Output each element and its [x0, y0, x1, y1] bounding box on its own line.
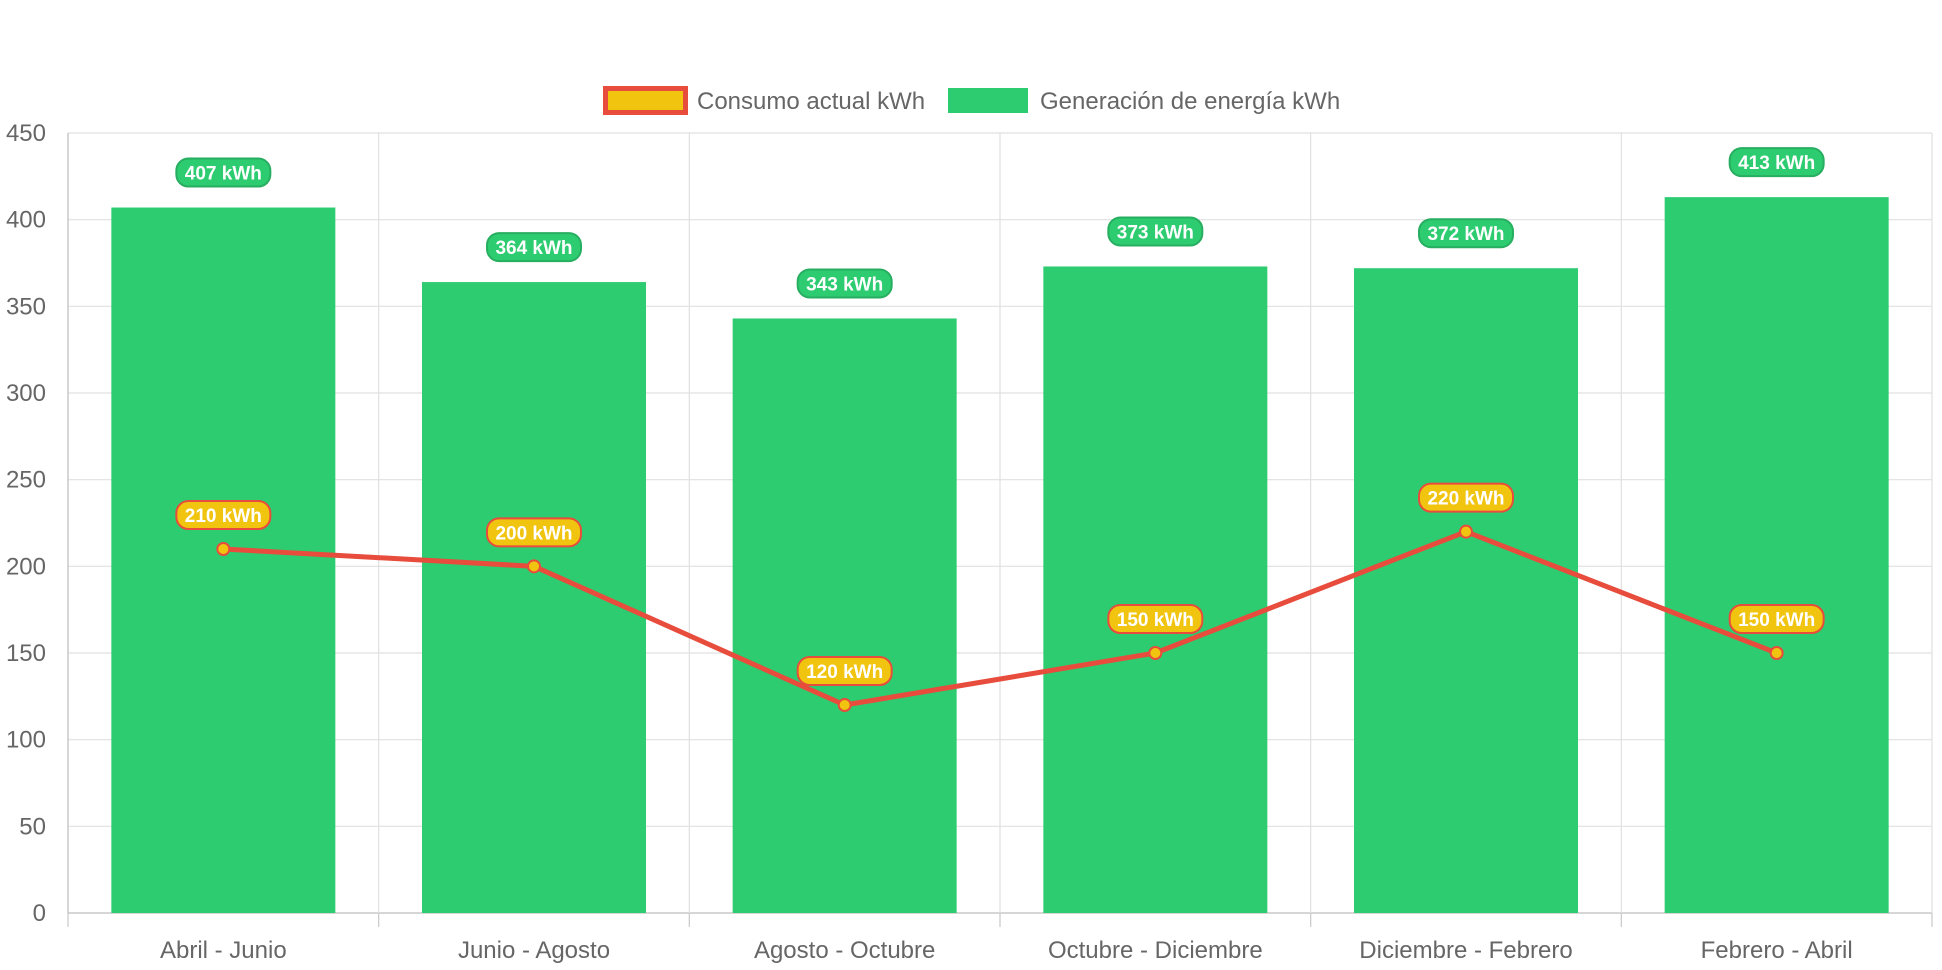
legend-item-generacion[interactable]: Generación de energía kWh	[948, 88, 1340, 115]
data-label-consumo: 150 kWh	[1107, 604, 1204, 634]
legend-label-generacion: Generación de energía kWh	[1040, 88, 1340, 115]
data-label-consumo: 120 kWh	[796, 656, 893, 686]
y-tick-label: 450	[6, 120, 46, 147]
data-label-consumo-bg	[1728, 604, 1825, 634]
y-tick-label: 150	[6, 640, 46, 667]
point-consumo[interactable]	[1769, 646, 1784, 660]
point-consumo[interactable]	[1148, 646, 1163, 660]
y-tick-label: 100	[6, 727, 46, 754]
bar-generacion[interactable]	[732, 318, 957, 913]
data-label-consumo: 210 kWh	[175, 500, 272, 530]
data-label-consumo-text: 120 kWh	[806, 662, 883, 683]
grid-lines	[67, 132, 1933, 927]
data-label-consumo-bg	[486, 517, 582, 548]
data-label-generacion-text: 373 kWh	[1117, 222, 1194, 243]
data-label-generacion-bg	[486, 232, 582, 263]
bar-series	[111, 197, 1889, 914]
point-consumo[interactable]	[1459, 524, 1473, 539]
data-label-consumo: 150 kWh	[1728, 604, 1825, 634]
axes: 0 50 100 150 200 250 300 350 400 450 Abril - Junio…	[6, 120, 1853, 964]
line-consumo	[223, 529, 1778, 708]
y-tick-label: 400	[6, 207, 46, 234]
data-label-consumo-text: 150 kWh	[1738, 610, 1815, 631]
point-consumo[interactable]	[527, 559, 541, 574]
x-tick-label: Junio - Agosto	[458, 937, 610, 964]
y-tick-label: 0	[33, 900, 46, 927]
data-label-generacion-text: 407 kWh	[185, 164, 262, 185]
x-tick-label: Diciembre - Febrero	[1359, 937, 1572, 964]
x-tick-label: Octubre - Diciembre	[1048, 937, 1263, 964]
data-label-consumo-bg	[796, 656, 893, 686]
data-label-generacion-text: 413 kWh	[1738, 153, 1815, 174]
legend: Consumo actual kWh Generación de energía…	[603, 86, 1340, 115]
bar-generacion[interactable]	[1354, 268, 1578, 913]
data-labels: 407 kWh 364 kWh 343 kWh 373 kWh 372 kWh 413 k…	[175, 147, 1825, 686]
point-consumo[interactable]	[837, 698, 852, 712]
y-tick-label: 200	[6, 553, 46, 580]
data-label-generacion-bg	[1728, 147, 1825, 178]
data-label-generacion-bg	[1107, 216, 1204, 247]
y-tick-label: 300	[6, 380, 46, 407]
point-consumo[interactable]	[216, 542, 231, 556]
data-label-generacion-bg	[796, 268, 893, 299]
data-label-generacion: 343 kWh	[796, 268, 893, 299]
data-label-generacion: 364 kWh	[486, 232, 582, 263]
data-label-generacion-bg	[1418, 218, 1514, 249]
x-tick-label: Abril - Junio	[160, 937, 287, 964]
bar-generacion[interactable]	[422, 282, 646, 914]
data-label-generacion: 372 kWh	[1418, 218, 1514, 249]
legend-swatch-consumo	[603, 86, 688, 115]
bar-generacion[interactable]	[1664, 197, 1889, 914]
x-tick-label: Febrero - Abril	[1701, 937, 1853, 964]
line-series	[216, 524, 1784, 712]
legend-swatch-generacion	[948, 88, 1028, 113]
data-label-consumo-bg	[175, 500, 272, 530]
y-tick-label: 250	[6, 467, 46, 494]
data-label-generacion: 373 kWh	[1107, 216, 1204, 247]
x-tick-label: Agosto - Octubre	[754, 937, 935, 964]
data-label-generacion: 413 kWh	[1728, 147, 1825, 178]
bar-generacion[interactable]	[1043, 266, 1268, 913]
y-tick-label: 50	[19, 813, 46, 840]
data-label-generacion-text: 364 kWh	[495, 238, 572, 259]
legend-label-consumo: Consumo actual kWh	[697, 88, 925, 115]
legend-item-consumo[interactable]: Consumo actual kWh	[603, 86, 926, 115]
y-tick-label: 350	[6, 293, 46, 320]
bar-generacion[interactable]	[111, 207, 336, 914]
data-label-generacion-bg	[175, 157, 272, 188]
data-label-generacion-text: 372 kWh	[1427, 224, 1504, 245]
data-label-generacion: 407 kWh	[175, 157, 272, 188]
data-label-consumo-bg	[1418, 482, 1514, 513]
data-label-consumo: 220 kWh	[1418, 482, 1514, 513]
data-label-consumo-text: 220 kWh	[1427, 489, 1504, 510]
data-label-consumo-text: 200 kWh	[495, 523, 572, 544]
data-label-consumo-text: 150 kWh	[1117, 610, 1194, 631]
data-label-consumo-text: 210 kWh	[185, 506, 262, 527]
data-label-consumo-bg	[1107, 604, 1204, 634]
data-label-generacion-text: 343 kWh	[806, 274, 883, 295]
data-label-consumo: 200 kWh	[486, 517, 582, 548]
